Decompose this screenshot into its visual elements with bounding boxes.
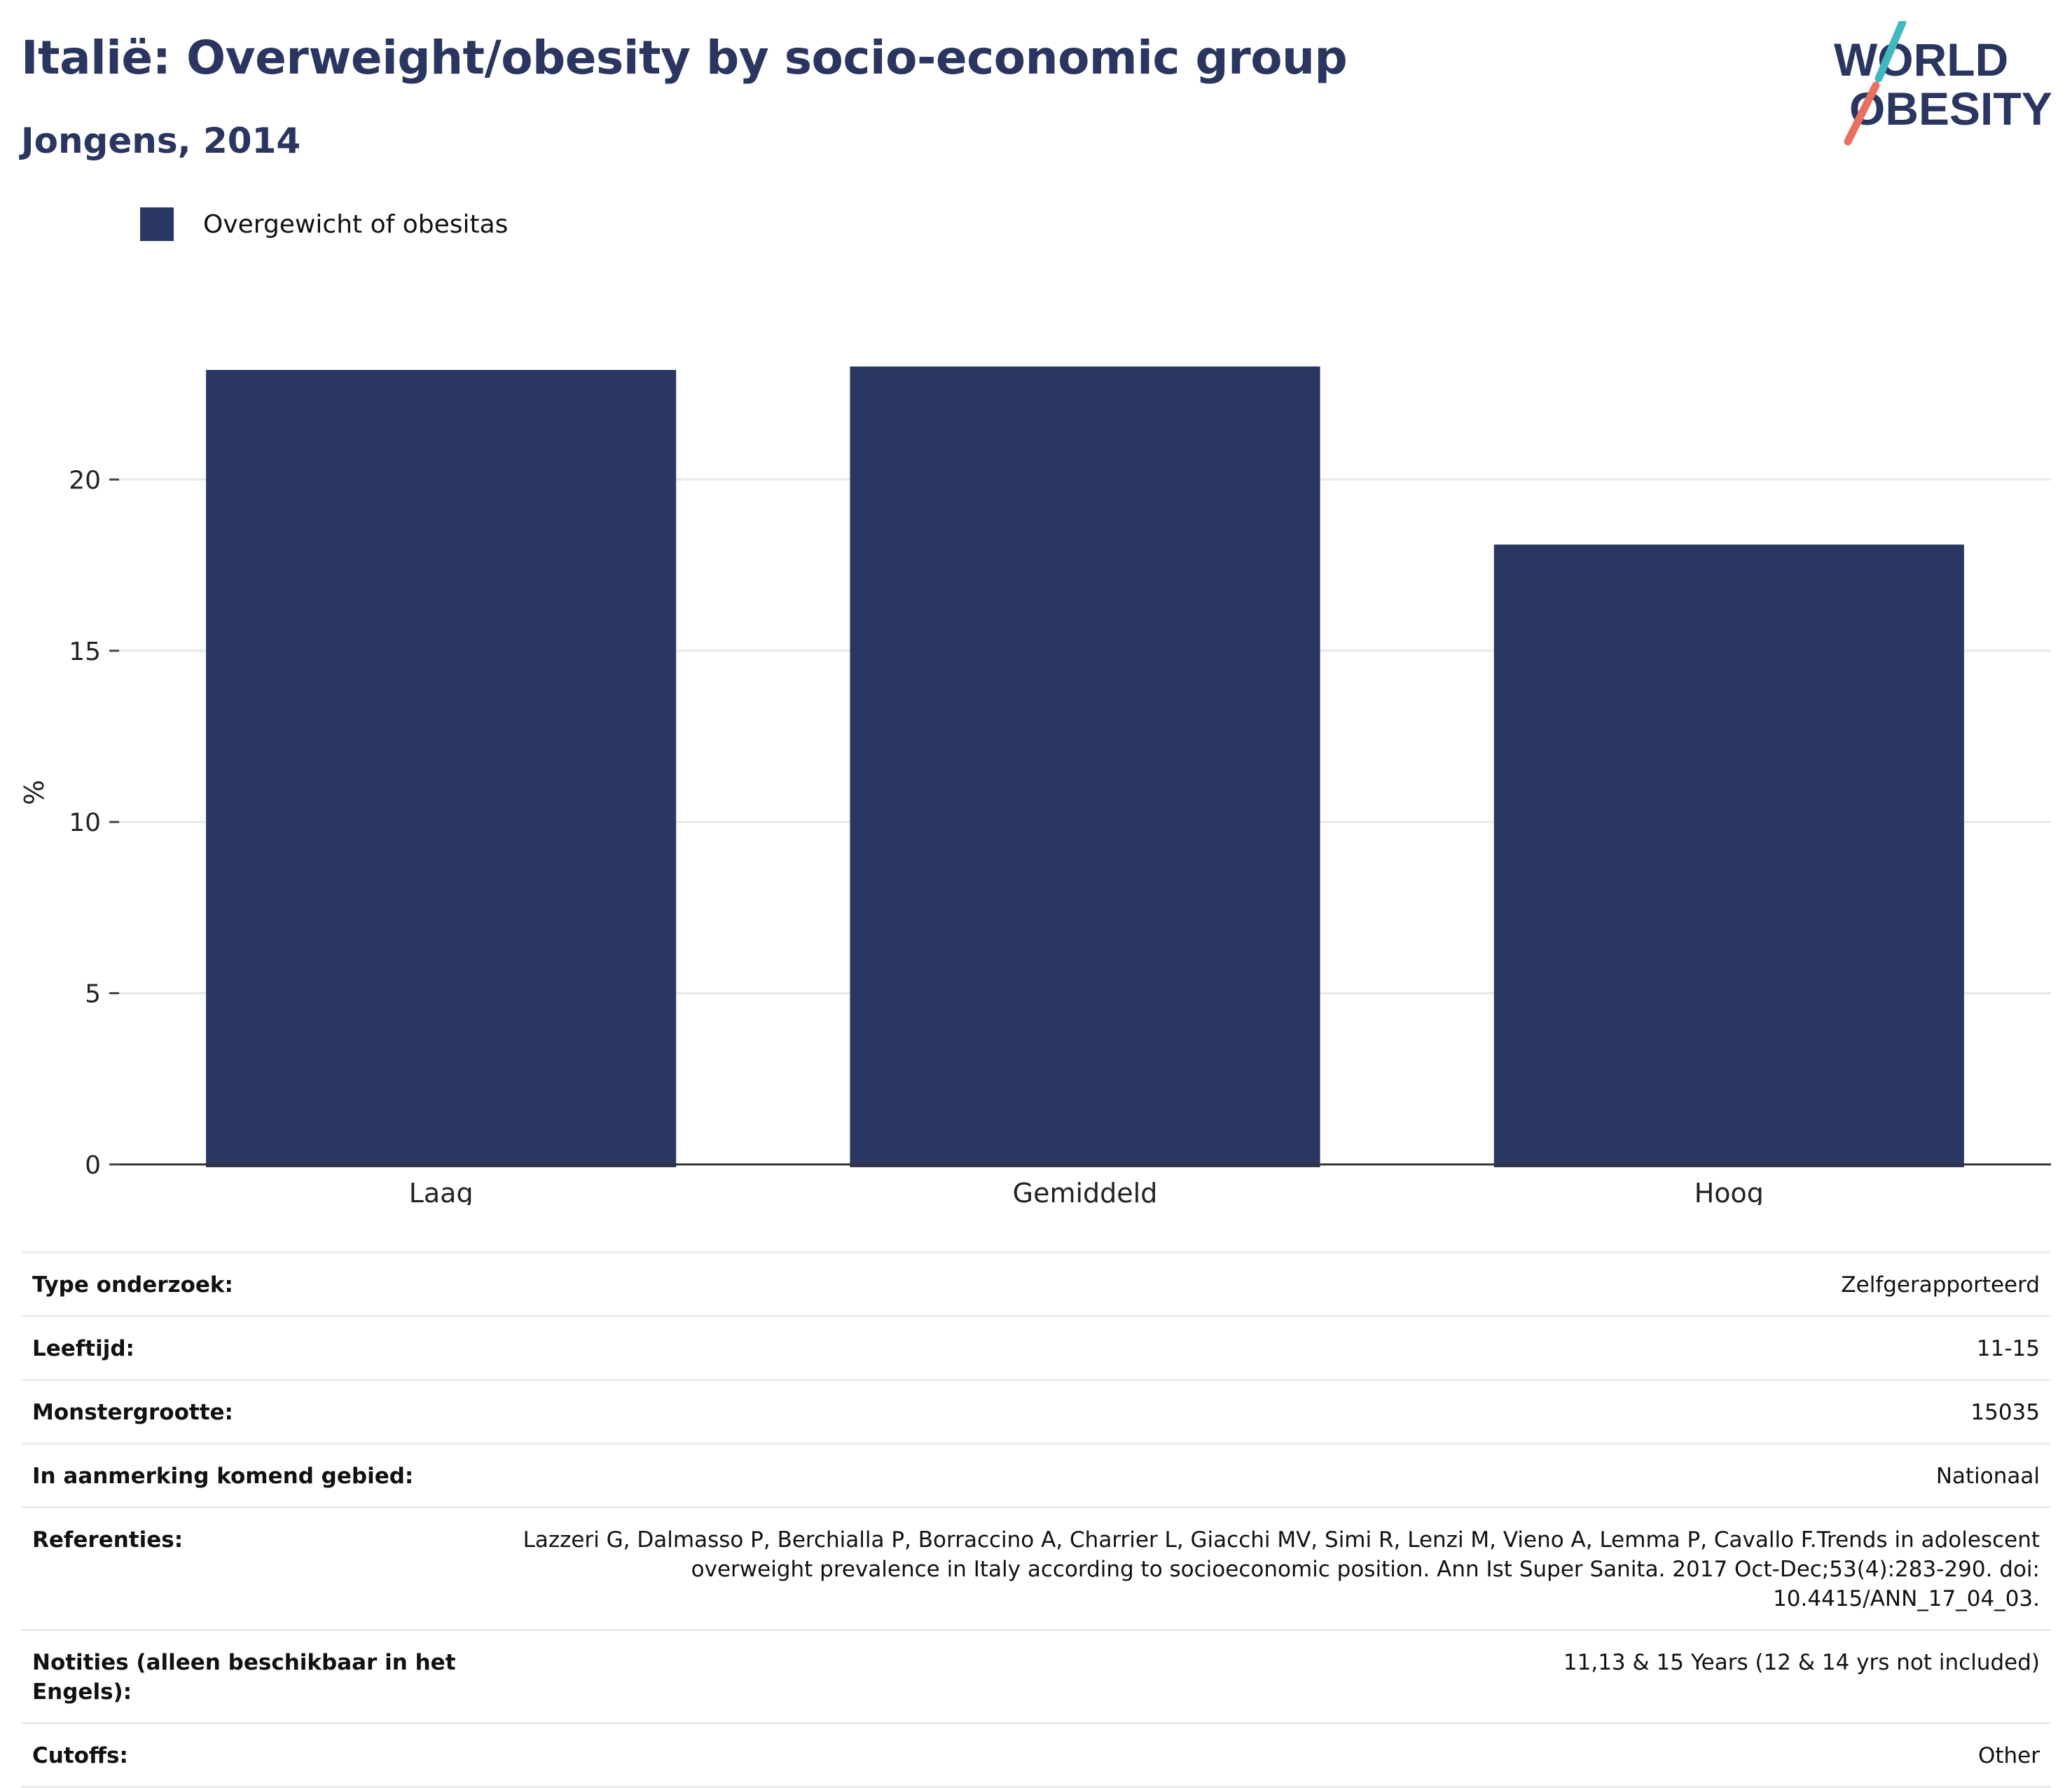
x-tick-label: Hoog — [1694, 1178, 1764, 1205]
bars — [206, 366, 1964, 1168]
x-tick-label: Gemiddeld — [1013, 1178, 1158, 1205]
y-axis-label: % — [19, 780, 50, 805]
info-table: Type onderzoek: Zelfgerapporteerd Leeftijd… — [21, 1251, 2051, 1788]
info-row: Monstergrootte: 15035 — [21, 1381, 2051, 1445]
x-tick-label: Laag — [409, 1178, 474, 1205]
info-key: Referenties: — [32, 1527, 184, 1553]
bar-gemiddeld[interactable] — [850, 366, 1320, 1168]
info-key: Notities (alleen beschikbaar in het Enge… — [32, 1650, 456, 1705]
info-value: Nationaal — [1935, 1464, 2040, 1489]
info-row: Referenties: Lazzeri G, Dalmasso P, Berch… — [21, 1508, 2051, 1631]
y-tick-label: 5 — [85, 980, 101, 1009]
info-value: 11,13 & 15 Years (12 & 14 yrs not includ… — [1563, 1650, 2040, 1675]
logo-text-obesity: OBESITY — [1849, 83, 2052, 135]
y-tick-label: 0 — [85, 1151, 101, 1180]
chart-legend[interactable]: Overgewicht of obesitas — [140, 207, 508, 241]
info-row: In aanmerking komend gebied: Nationaal — [21, 1445, 2051, 1508]
logo-slash-top — [1874, 18, 1907, 83]
logo-slash-bottom — [1844, 81, 1880, 146]
y-tick-label: 10 — [69, 809, 101, 837]
chart-subtitle: Jongens, 2014 — [21, 121, 301, 161]
bar-laag[interactable] — [206, 369, 677, 1167]
legend-label: Overgewicht of obesitas — [203, 209, 509, 239]
y-axis-ticks: 0 5 10 15 20 — [69, 466, 119, 1180]
y-tick-label: 15 — [69, 638, 101, 666]
logo-text-world: WORLD — [1834, 34, 2008, 85]
info-key: Monstergrootte: — [32, 1400, 233, 1425]
info-row: Notities (alleen beschikbaar in het Enge… — [21, 1631, 2051, 1724]
info-value: 11-15 — [1976, 1336, 2040, 1361]
y-tick-label: 20 — [69, 466, 101, 495]
info-row: Leeftijd: 11-15 — [21, 1317, 2051, 1381]
info-row: Type onderzoek: Zelfgerapporteerd — [21, 1253, 2051, 1317]
info-row: Cutoffs: Other — [21, 1724, 2051, 1788]
info-key: Cutoffs: — [32, 1743, 128, 1768]
info-value: Lazzeri G, Dalmasso P, Berchialla P, Bor… — [523, 1527, 2040, 1611]
info-value: 15035 — [1970, 1400, 2040, 1425]
info-value: Zelfgerapporteerd — [1841, 1272, 2040, 1298]
info-key: In aanmerking komend gebied: — [32, 1464, 414, 1489]
info-key: Leeftijd: — [32, 1336, 134, 1361]
bar-hoog[interactable] — [1493, 544, 1964, 1167]
x-axis-ticks: Laag Gemiddeld Hoog — [409, 1178, 1764, 1205]
bar-chart: 0 5 10 15 20 Laag Gemiddeld Hoog % — [19, 366, 2051, 1205]
info-value: Other — [1977, 1743, 2040, 1768]
world-obesity-logo: WORLD OBESITY — [1828, 18, 2059, 147]
legend-swatch — [140, 207, 174, 241]
chart-title: Italië: Overweight/obesity by socio-econ… — [21, 31, 1348, 85]
info-key: Type onderzoek: — [32, 1272, 233, 1298]
